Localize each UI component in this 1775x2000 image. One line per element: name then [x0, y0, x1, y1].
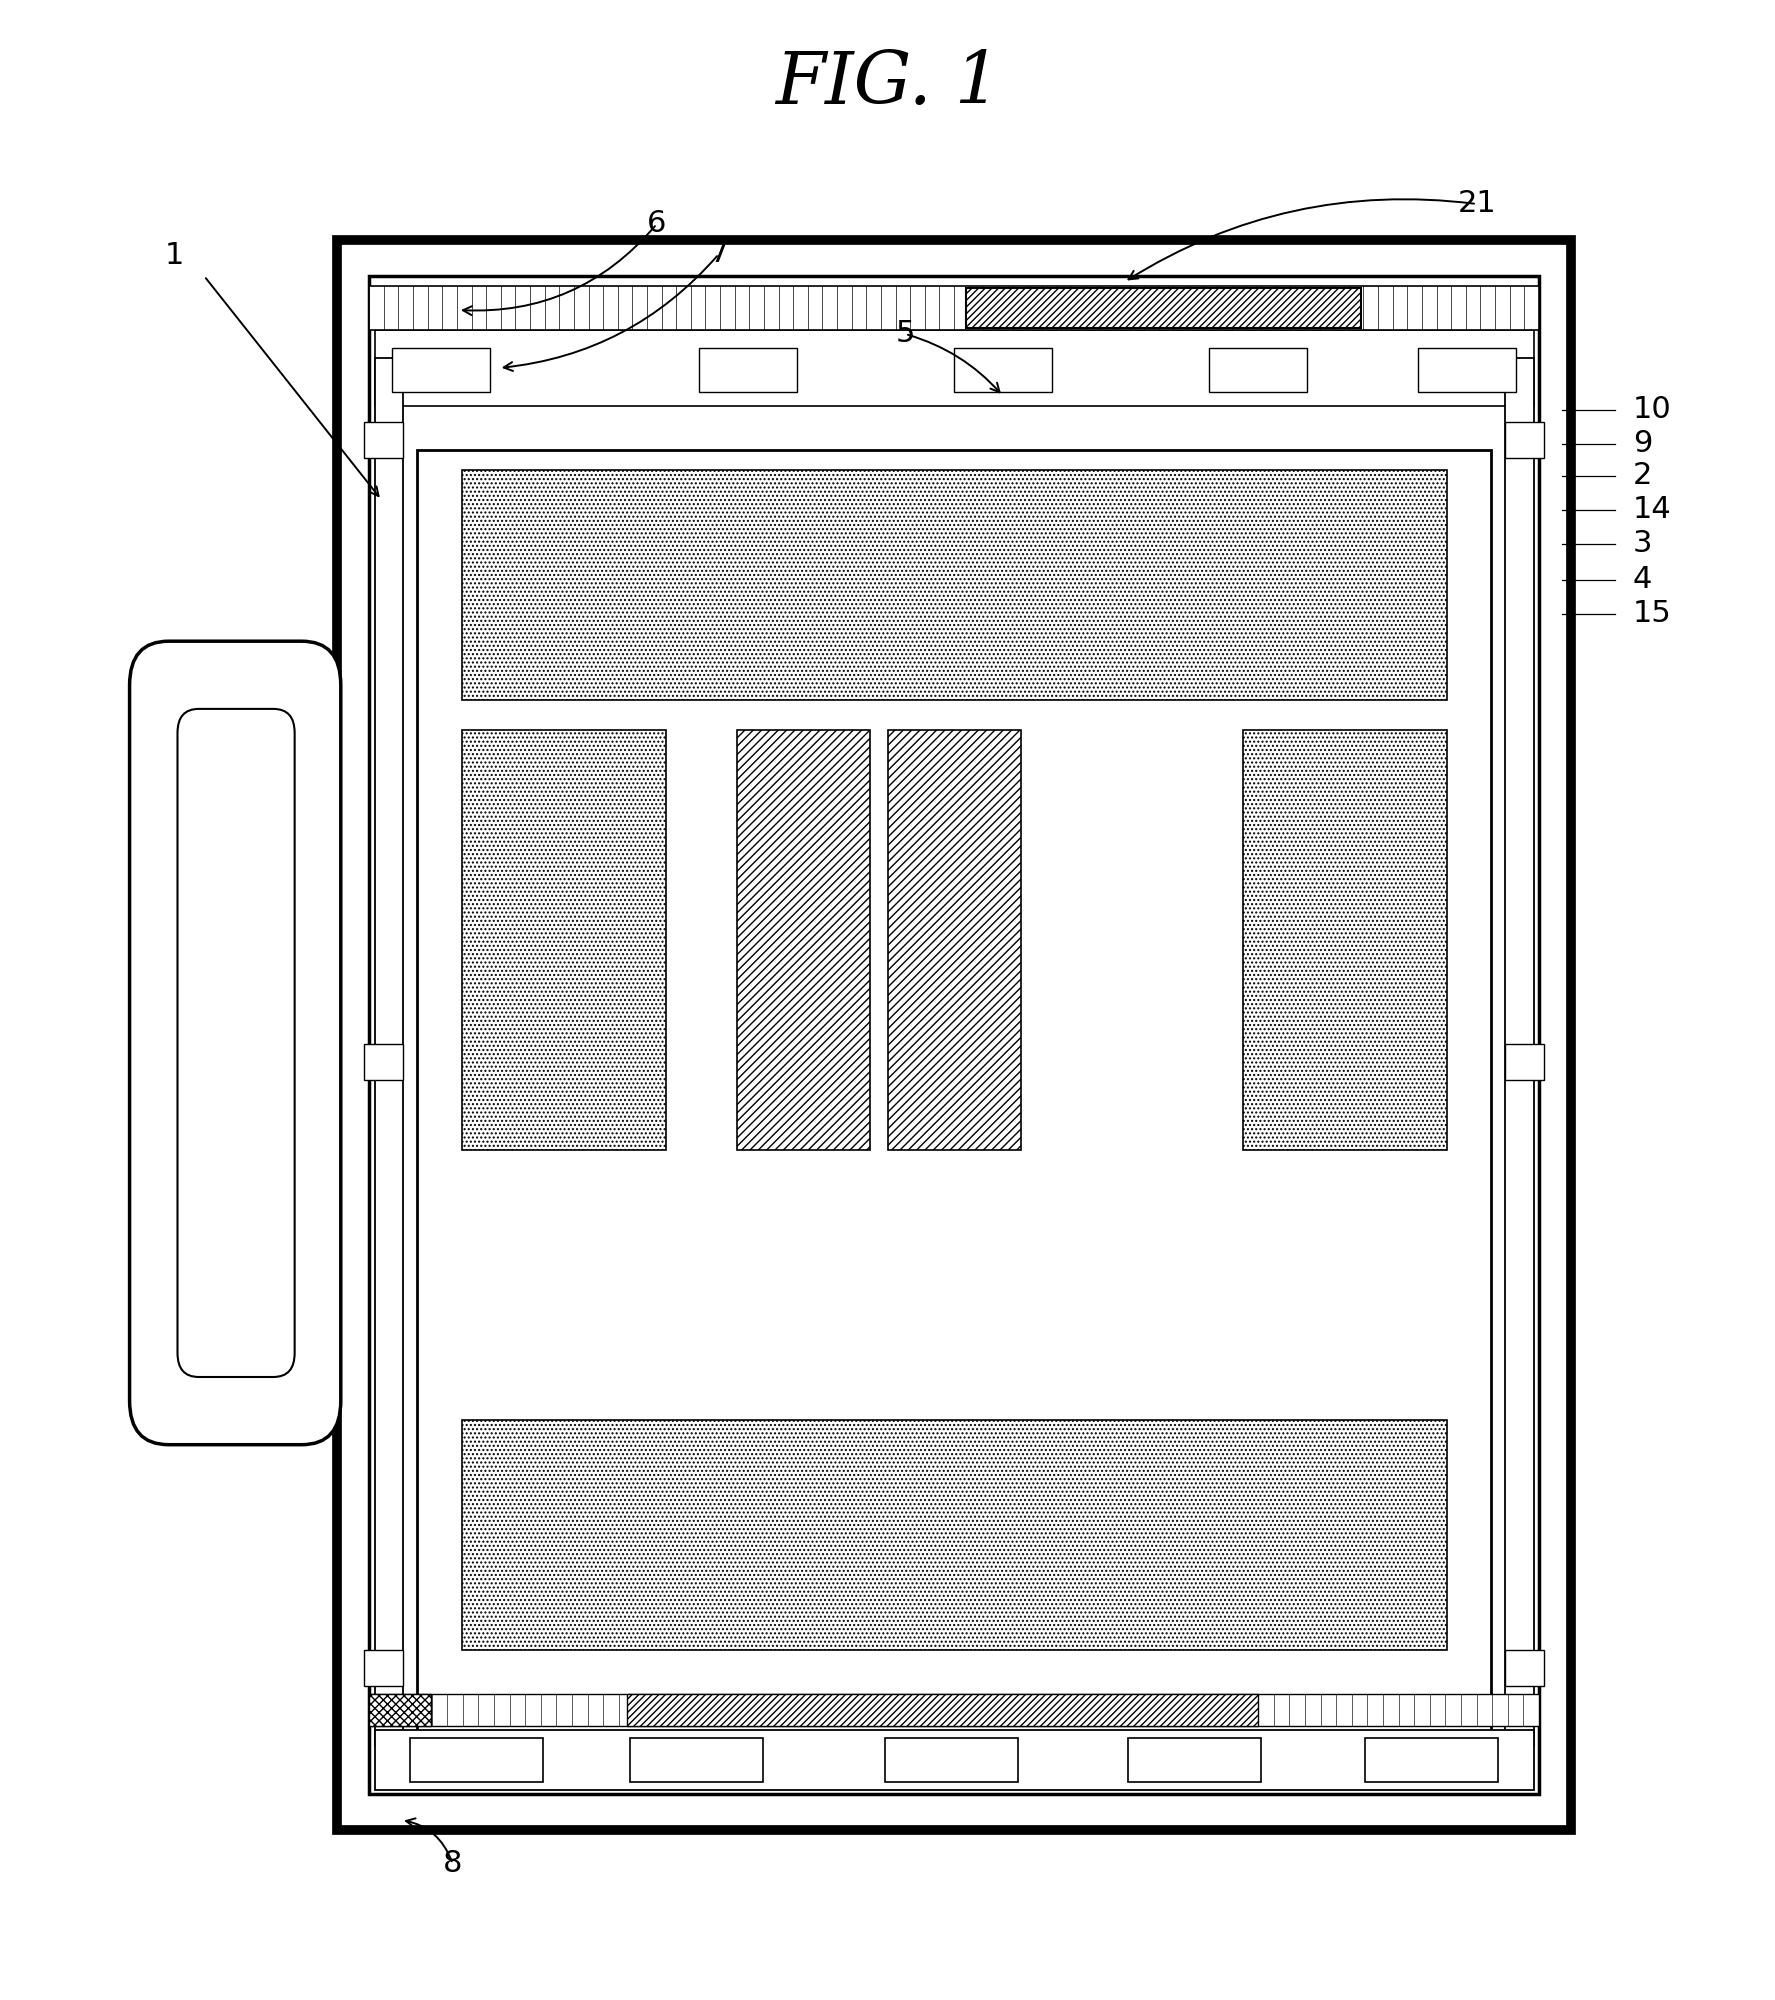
- Bar: [392, 348, 490, 392]
- Text: 2: 2: [1633, 462, 1653, 490]
- Bar: [1242, 730, 1447, 1150]
- Bar: [1505, 422, 1544, 458]
- Text: 4: 4: [1633, 566, 1653, 594]
- Bar: [369, 286, 1539, 330]
- Bar: [375, 358, 403, 1746]
- FancyBboxPatch shape: [130, 642, 341, 1444]
- Text: 15: 15: [1633, 600, 1672, 628]
- Bar: [888, 730, 1021, 1150]
- Bar: [1209, 348, 1306, 392]
- Bar: [364, 422, 403, 458]
- Text: 21: 21: [1457, 190, 1496, 218]
- Text: 5: 5: [896, 320, 914, 348]
- Text: 6: 6: [648, 210, 666, 238]
- Bar: [627, 1694, 1258, 1726]
- Bar: [1505, 358, 1534, 1746]
- Bar: [699, 348, 797, 392]
- Text: 3: 3: [1633, 530, 1653, 558]
- Bar: [417, 450, 1491, 1740]
- Bar: [462, 730, 666, 1150]
- Bar: [369, 276, 1539, 1794]
- Bar: [966, 288, 1361, 328]
- Bar: [364, 1650, 403, 1686]
- Bar: [1365, 1738, 1498, 1782]
- Bar: [364, 1044, 403, 1080]
- Bar: [955, 348, 1051, 392]
- FancyBboxPatch shape: [178, 708, 295, 1376]
- Text: 10: 10: [1633, 396, 1672, 424]
- Bar: [737, 730, 870, 1150]
- Bar: [1505, 1044, 1544, 1080]
- Text: 7: 7: [710, 240, 728, 268]
- Bar: [375, 330, 1534, 406]
- Bar: [884, 1738, 1017, 1782]
- Text: 9: 9: [1633, 430, 1653, 458]
- Text: 14: 14: [1633, 496, 1672, 524]
- Bar: [375, 1730, 1534, 1790]
- Text: FIG. 1: FIG. 1: [774, 48, 1001, 120]
- Text: 8: 8: [444, 1850, 462, 1878]
- Text: 1: 1: [165, 242, 183, 270]
- Bar: [1418, 348, 1516, 392]
- Bar: [630, 1738, 763, 1782]
- Bar: [337, 240, 1571, 1830]
- Bar: [410, 1738, 543, 1782]
- Bar: [462, 1420, 1447, 1650]
- Bar: [462, 470, 1447, 700]
- Bar: [1505, 1650, 1544, 1686]
- Bar: [1127, 1738, 1260, 1782]
- Bar: [369, 1694, 1539, 1726]
- Bar: [369, 1694, 431, 1726]
